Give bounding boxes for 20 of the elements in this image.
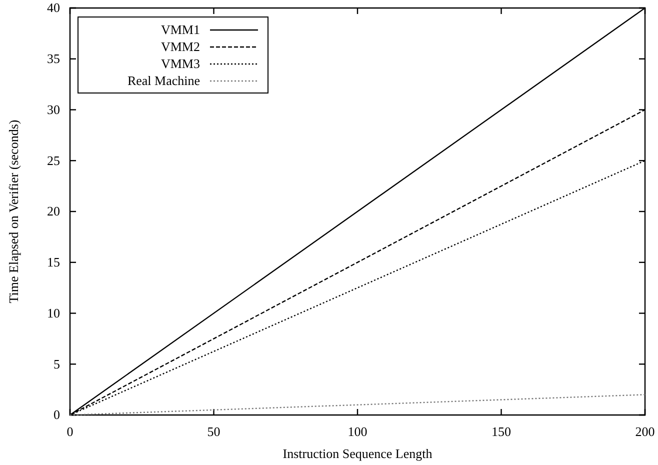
x-tick-label: 0: [66, 424, 74, 440]
legend-label: VMM3: [160, 56, 200, 71]
legend-label: VMM2: [160, 39, 200, 54]
y-tick-label: 35: [47, 51, 60, 66]
x-tick-label: 150: [492, 424, 511, 440]
y-tick-label: 5: [54, 356, 60, 372]
y-tick-label: 40: [47, 0, 60, 16]
y-tick-label: 15: [47, 254, 60, 270]
legend-label: VMM1: [160, 22, 200, 37]
x-tick-label: 50: [207, 424, 220, 440]
y-tick-label: 10: [47, 305, 60, 320]
y-axis-title: Time Elapsed on Verifier (seconds): [6, 120, 21, 304]
x-tick-label: 100: [348, 424, 368, 440]
legend-label: Real Machine: [127, 73, 200, 88]
y-tick-label: 0: [54, 407, 60, 422]
y-tick-label: 25: [47, 152, 60, 168]
y-tick-label: 20: [47, 204, 60, 219]
x-tick-label: 200: [635, 424, 655, 440]
y-tick-label: 30: [47, 102, 60, 117]
x-axis-title: Instruction Sequence Length: [282, 446, 433, 461]
